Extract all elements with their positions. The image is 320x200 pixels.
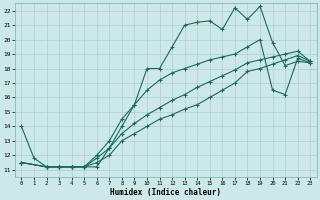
X-axis label: Humidex (Indice chaleur): Humidex (Indice chaleur) [110, 188, 221, 197]
